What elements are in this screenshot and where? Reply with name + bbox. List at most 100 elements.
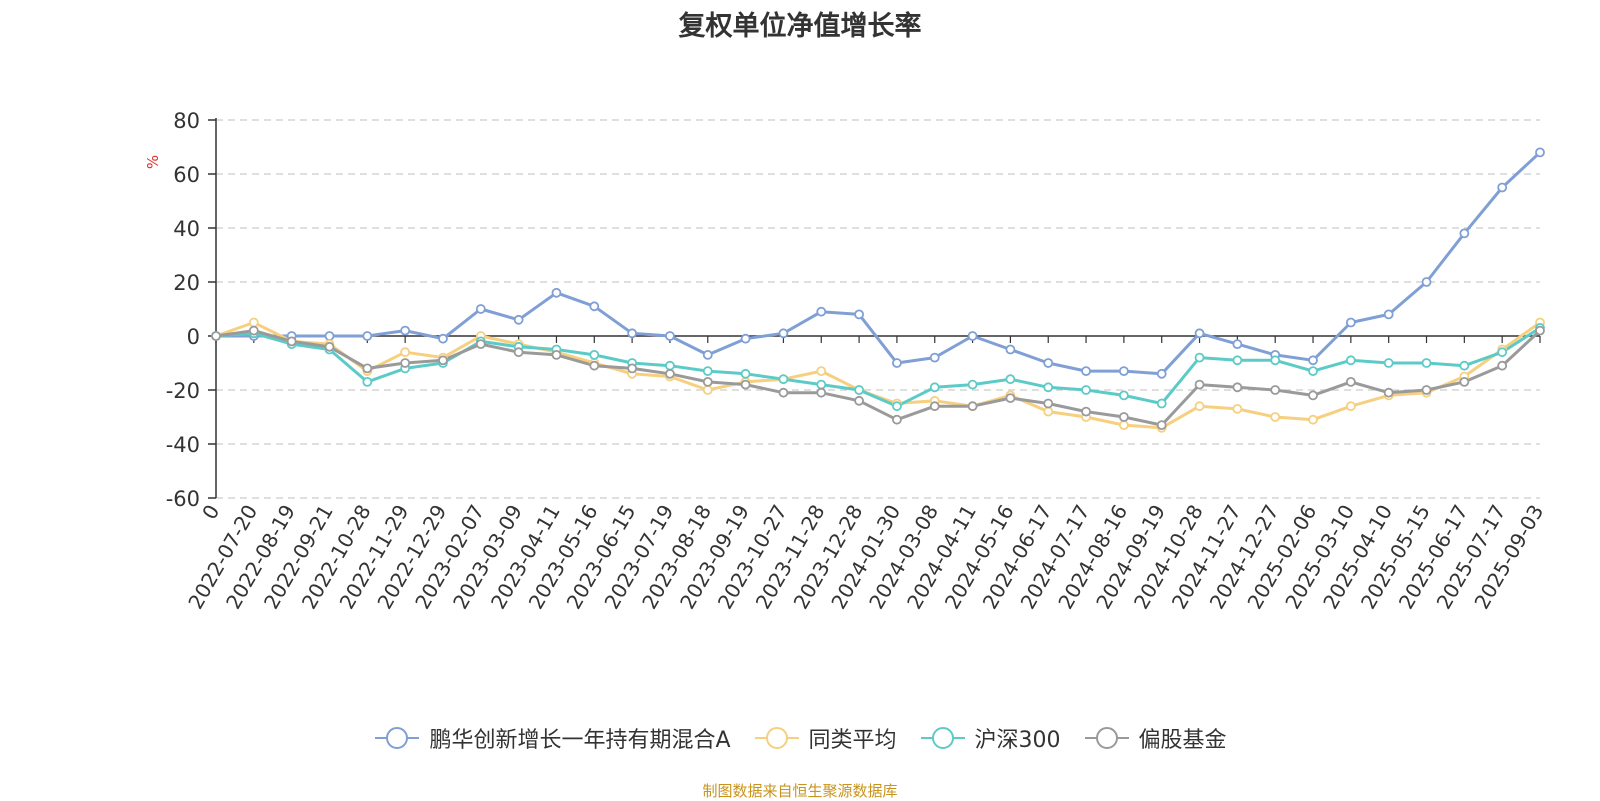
y-tick-label: 60 — [173, 163, 200, 187]
y-tick-label: 20 — [173, 271, 200, 295]
series-1-point — [702, 385, 713, 395]
series-0-point — [892, 358, 902, 368]
series-2-point — [1459, 360, 1470, 371]
series-2-point — [1118, 390, 1129, 401]
series-1-point — [1194, 401, 1205, 412]
y-tick-label: -40 — [166, 433, 200, 457]
series-3-point — [1459, 376, 1470, 387]
series-0-point — [665, 331, 675, 341]
legend-item-equity-fund[interactable]: 偏股基金 — [1083, 722, 1227, 754]
series-0-point — [513, 314, 524, 325]
legend-csi300-label: 沪深300 — [974, 728, 1061, 753]
series-3-point — [929, 401, 940, 412]
series-0-point — [778, 328, 789, 339]
series-3-point — [1194, 379, 1205, 390]
series-3-point — [324, 341, 335, 352]
series-line-2 — [214, 326, 1542, 408]
series-0-point — [1194, 328, 1205, 339]
series-2-point — [1194, 352, 1205, 363]
series-0-point — [362, 331, 373, 341]
y-tick-label: 0 — [187, 325, 200, 349]
legend-item-peer-average[interactable]: 同类平均 — [753, 722, 897, 754]
series-2-point — [740, 368, 751, 379]
series-0-point — [1043, 358, 1054, 368]
series-1-point — [1308, 414, 1318, 425]
series-3-point — [1308, 390, 1318, 401]
series-0-point — [1345, 317, 1356, 328]
series-3-point — [1081, 406, 1091, 417]
x-tick-label: 0 — [197, 501, 224, 524]
line-chart: -60-40-20020406080%02022-07-202022-08-19… — [144, 109, 1548, 613]
series-2-point — [362, 376, 373, 387]
legend-csi300-marker — [931, 727, 954, 749]
series-1-point — [1232, 403, 1243, 414]
series-3-point — [1043, 398, 1054, 409]
series-3-point — [589, 360, 600, 371]
series-0-point — [929, 352, 940, 363]
y-axis-label: % — [144, 155, 162, 169]
legend-fund-label: 鹏华创新增长一年持有期混合A — [429, 728, 731, 753]
series-2-point — [1081, 385, 1091, 395]
series-0-point — [475, 304, 486, 314]
legend-fund-circle-icon — [375, 727, 420, 749]
series-1-point — [248, 317, 259, 328]
series-2-point — [778, 374, 789, 385]
series-3-point — [627, 363, 638, 374]
y-tick-label: 40 — [173, 217, 200, 241]
series-0-point — [1118, 366, 1129, 377]
series-3-point — [1383, 387, 1394, 398]
series-2-point — [1383, 358, 1394, 368]
series-3-point — [1535, 325, 1545, 336]
series-2-point — [1156, 398, 1167, 409]
series-0-point — [1421, 277, 1432, 287]
series-0-point — [1383, 309, 1394, 320]
data-source-note: 制图数据来自恒生聚源数据库 — [702, 782, 898, 800]
legend-item-csi300[interactable]: 沪深300 — [919, 722, 1061, 754]
series-2-point — [589, 349, 600, 360]
legend-equity-marker — [1095, 727, 1118, 749]
series-3-point — [286, 336, 297, 347]
series-3-point — [248, 325, 259, 336]
series-0-point — [854, 309, 864, 320]
series-2-point — [702, 366, 713, 377]
series-1-point — [1270, 412, 1281, 422]
legend-item-fund[interactable]: 鹏华创新增长一年持有期混合A — [373, 722, 731, 754]
series-3-point — [400, 358, 411, 368]
series-2-point — [816, 379, 827, 390]
legend-peer-circle-icon — [754, 727, 799, 749]
series-3-point — [967, 401, 978, 412]
legend-peer-marker — [765, 727, 788, 749]
legend-equity-circle-icon — [1084, 727, 1129, 749]
series-0-point — [627, 328, 638, 339]
series-0-point — [551, 287, 562, 298]
series-line-3 — [214, 329, 1542, 427]
series-3-point — [702, 376, 713, 387]
series-2-point — [929, 382, 940, 393]
series-3-point — [211, 331, 221, 341]
series-0-point — [967, 331, 978, 341]
series-2-point — [1232, 355, 1243, 366]
chart-title: 复权单位净值增长率 — [678, 11, 922, 42]
series-0-point — [1232, 339, 1243, 350]
legend-fund-marker — [386, 727, 409, 749]
series-3-point — [854, 395, 864, 406]
series-3-point — [1232, 382, 1243, 393]
series-2-point — [967, 379, 978, 390]
series-0-point — [324, 331, 335, 341]
series-3-point — [816, 387, 827, 398]
series-0-point — [1308, 355, 1318, 366]
series-0-point — [816, 306, 827, 317]
y-tick-label: 80 — [173, 109, 200, 133]
series-0-point — [589, 301, 600, 312]
series-0-point — [1081, 366, 1091, 377]
series-3-point — [1345, 376, 1356, 387]
series-line-0 — [214, 150, 1542, 376]
legend-equity-label: 偏股基金 — [1138, 728, 1227, 753]
y-tick-label: -60 — [166, 487, 200, 511]
chart-legend: 鹏华创新增长一年持有期混合A 同类平均 沪深300 偏股基金 — [0, 721, 1600, 755]
series-1-point — [1345, 401, 1356, 412]
y-tick-label: -20 — [166, 379, 200, 403]
series-2-point — [1421, 358, 1432, 368]
series-0-point — [438, 333, 448, 344]
series-3-point — [475, 339, 486, 350]
